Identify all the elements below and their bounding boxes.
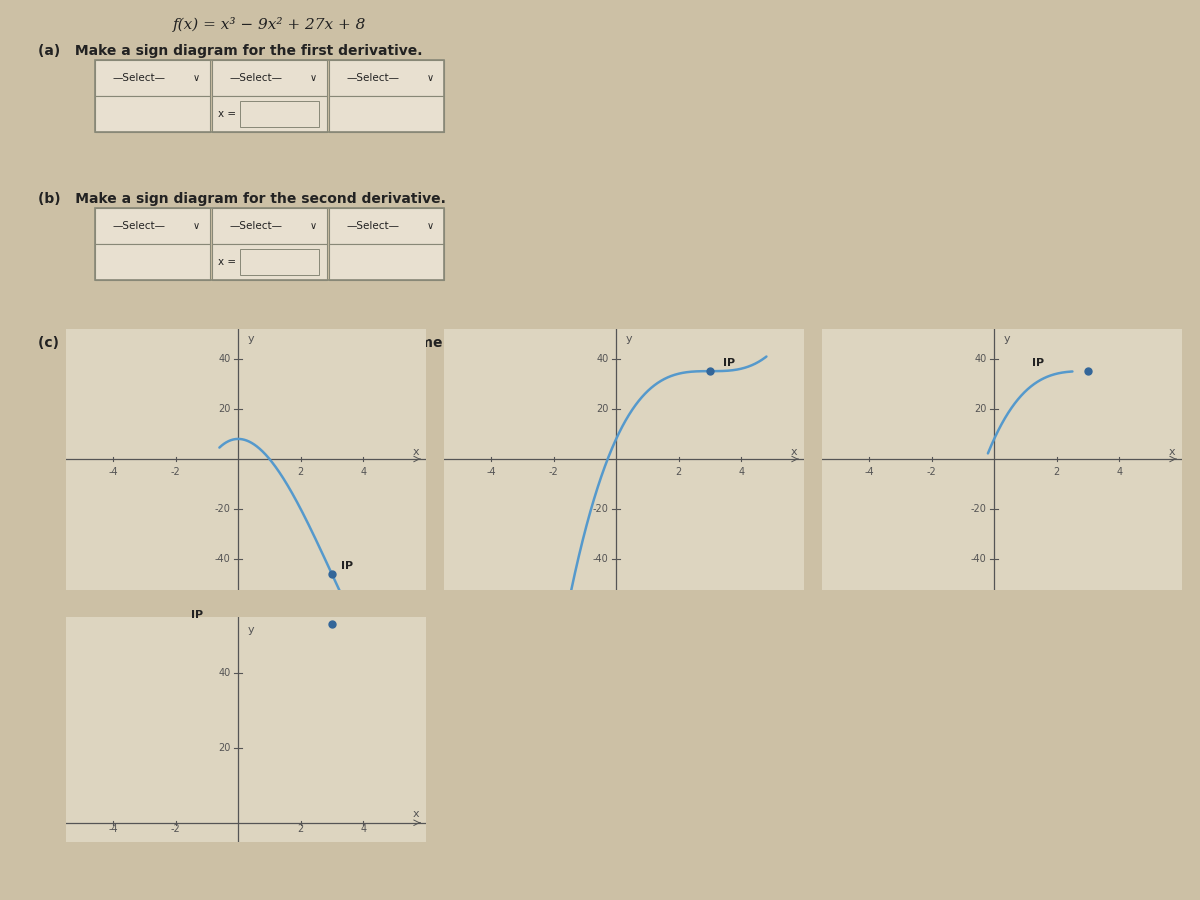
Bar	[329, 60, 444, 96]
Text: 4: 4	[1116, 467, 1122, 477]
Text: —Select—: —Select—	[229, 73, 282, 83]
Text: y: y	[1003, 334, 1010, 344]
Text: -4: -4	[486, 467, 496, 477]
Text: IP: IP	[1032, 358, 1044, 368]
Text: 4: 4	[360, 824, 366, 834]
Text: -40: -40	[971, 554, 986, 564]
Text: 20: 20	[974, 404, 986, 414]
Text: y: y	[247, 625, 254, 634]
Bar	[329, 244, 444, 280]
Text: y: y	[247, 334, 254, 344]
Text: ∨: ∨	[310, 73, 317, 83]
Text: ∨: ∨	[427, 73, 433, 83]
Bar	[95, 208, 444, 280]
Text: -40: -40	[593, 554, 608, 564]
Text: 20: 20	[218, 742, 230, 752]
Text: 2: 2	[1054, 467, 1060, 477]
Text: x: x	[413, 808, 420, 819]
Text: 2: 2	[676, 467, 682, 477]
Text: IP: IP	[342, 562, 354, 572]
Text: -20: -20	[215, 504, 230, 514]
Bar	[95, 244, 210, 280]
Text: 4: 4	[360, 467, 366, 477]
Bar	[212, 60, 326, 96]
Text: -20: -20	[971, 504, 986, 514]
Text: —Select—: —Select—	[229, 221, 282, 231]
Text: -4: -4	[108, 467, 118, 477]
Text: x: x	[791, 447, 798, 457]
Text: f(x) = x³ − 9x² + 27x + 8: f(x) = x³ − 9x² + 27x + 8	[173, 17, 367, 32]
Text: (b)   Make a sign diagram for the second derivative.: (b) Make a sign diagram for the second d…	[38, 192, 446, 206]
Text: -2: -2	[548, 467, 558, 477]
Text: IP: IP	[191, 610, 203, 620]
Text: ∨: ∨	[310, 221, 317, 231]
Text: —Select—: —Select—	[347, 221, 400, 231]
Text: ∨: ∨	[193, 221, 199, 231]
Bar	[95, 208, 210, 244]
Bar	[212, 96, 326, 132]
Bar	[240, 249, 319, 275]
Text: —Select—: —Select—	[113, 73, 166, 83]
Text: x: x	[1169, 447, 1176, 457]
Bar	[212, 244, 326, 280]
Text: (c)   Sketch the graph, showing all relative extreme points and inflection point: (c) Sketch the graph, showing all relati…	[38, 336, 668, 350]
Bar	[95, 60, 210, 96]
Text: 4: 4	[738, 467, 744, 477]
Text: x =: x =	[218, 257, 236, 267]
Text: ∨: ∨	[427, 221, 433, 231]
Text: (a)   Make a sign diagram for the first derivative.: (a) Make a sign diagram for the first de…	[38, 44, 422, 58]
Text: IP: IP	[722, 358, 734, 368]
Text: 2: 2	[298, 824, 304, 834]
Text: -2: -2	[170, 824, 180, 834]
Text: -20: -20	[593, 504, 608, 514]
Bar	[95, 96, 210, 132]
Text: -4: -4	[864, 467, 874, 477]
Bar	[95, 60, 444, 132]
Text: -2: -2	[170, 467, 180, 477]
Text: 40: 40	[218, 668, 230, 678]
Text: 2: 2	[298, 467, 304, 477]
Text: -2: -2	[926, 467, 936, 477]
Bar	[329, 208, 444, 244]
Text: y: y	[625, 334, 632, 344]
Bar	[240, 101, 319, 127]
Text: -40: -40	[215, 554, 230, 564]
Bar	[212, 208, 326, 244]
Bar	[329, 96, 444, 132]
Text: 40: 40	[596, 354, 608, 364]
Text: x =: x =	[218, 109, 236, 119]
Text: ∨: ∨	[193, 73, 199, 83]
Text: 40: 40	[974, 354, 986, 364]
Text: —Select—: —Select—	[347, 73, 400, 83]
Text: 20: 20	[596, 404, 608, 414]
Text: x: x	[413, 447, 420, 457]
Text: 20: 20	[218, 404, 230, 414]
Text: —Select—: —Select—	[113, 221, 166, 231]
Text: 40: 40	[218, 354, 230, 364]
Text: -4: -4	[108, 824, 118, 834]
